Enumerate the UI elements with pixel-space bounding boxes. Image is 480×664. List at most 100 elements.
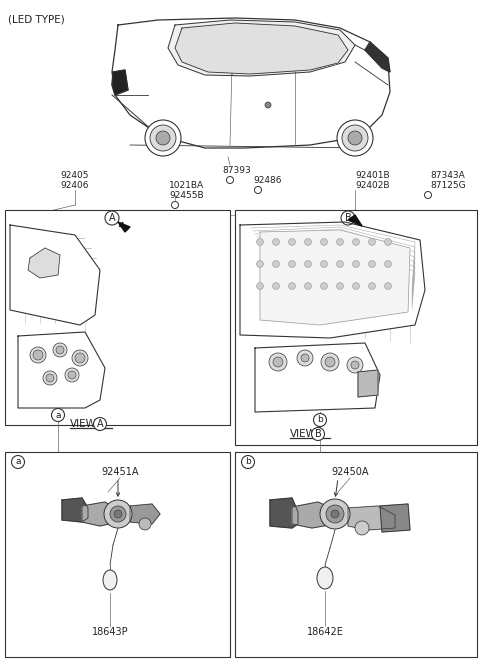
Text: 92401B: 92401B <box>355 171 390 179</box>
Circle shape <box>304 282 312 290</box>
Polygon shape <box>240 222 425 338</box>
Circle shape <box>312 428 324 440</box>
Circle shape <box>424 191 432 199</box>
Polygon shape <box>175 23 348 74</box>
Circle shape <box>241 456 254 469</box>
Circle shape <box>321 260 327 268</box>
Text: 1021BA: 1021BA <box>169 181 204 189</box>
Circle shape <box>30 347 46 363</box>
Ellipse shape <box>317 567 333 589</box>
Circle shape <box>273 260 279 268</box>
Circle shape <box>351 361 359 369</box>
Circle shape <box>342 125 368 151</box>
Circle shape <box>12 456 24 469</box>
Circle shape <box>51 408 64 422</box>
Text: 87343A: 87343A <box>430 171 465 179</box>
Circle shape <box>256 260 264 268</box>
Circle shape <box>320 499 350 529</box>
Text: 18643P: 18643P <box>92 627 128 637</box>
Text: B: B <box>345 213 351 223</box>
Circle shape <box>355 521 369 535</box>
Circle shape <box>171 201 179 208</box>
FancyBboxPatch shape <box>5 210 230 425</box>
Circle shape <box>384 282 392 290</box>
Text: 18642E: 18642E <box>307 627 343 637</box>
Circle shape <box>336 282 344 290</box>
Text: VIEW: VIEW <box>70 419 97 429</box>
Circle shape <box>321 353 339 371</box>
Text: B: B <box>314 429 322 439</box>
Text: a: a <box>15 457 21 467</box>
Circle shape <box>46 374 54 382</box>
Text: 92454: 92454 <box>66 224 94 232</box>
Circle shape <box>347 357 363 373</box>
Circle shape <box>43 371 57 385</box>
Circle shape <box>369 282 375 290</box>
Circle shape <box>341 211 355 225</box>
Text: 92402B: 92402B <box>355 181 389 189</box>
Circle shape <box>321 238 327 246</box>
Circle shape <box>301 354 309 362</box>
Text: 92451A: 92451A <box>101 467 139 477</box>
Circle shape <box>321 282 327 290</box>
Polygon shape <box>348 506 395 530</box>
Circle shape <box>326 505 344 523</box>
Circle shape <box>68 371 76 379</box>
Circle shape <box>331 510 339 518</box>
Polygon shape <box>358 370 378 397</box>
Circle shape <box>369 260 375 268</box>
Text: VIEW: VIEW <box>290 429 317 439</box>
Circle shape <box>65 368 79 382</box>
Circle shape <box>265 102 271 108</box>
FancyBboxPatch shape <box>5 452 230 657</box>
FancyBboxPatch shape <box>235 210 477 445</box>
Circle shape <box>304 238 312 246</box>
Polygon shape <box>292 502 335 528</box>
Circle shape <box>337 120 373 156</box>
Circle shape <box>352 260 360 268</box>
Circle shape <box>94 418 107 430</box>
Circle shape <box>336 238 344 246</box>
Text: b: b <box>245 457 251 467</box>
Text: 92455B: 92455B <box>170 191 204 199</box>
Polygon shape <box>82 502 118 526</box>
FancyBboxPatch shape <box>235 452 477 657</box>
Circle shape <box>56 346 64 354</box>
Circle shape <box>273 238 279 246</box>
Circle shape <box>33 350 43 360</box>
Circle shape <box>313 414 326 426</box>
Circle shape <box>256 238 264 246</box>
Text: 87125G: 87125G <box>430 181 466 189</box>
Circle shape <box>288 260 296 268</box>
Circle shape <box>227 177 233 183</box>
Circle shape <box>256 282 264 290</box>
Polygon shape <box>112 18 390 148</box>
Circle shape <box>104 500 132 528</box>
Circle shape <box>273 282 279 290</box>
Text: 92450A: 92450A <box>331 467 369 477</box>
Text: b: b <box>317 416 323 424</box>
Text: 92405: 92405 <box>61 171 89 179</box>
Ellipse shape <box>103 570 117 590</box>
Circle shape <box>369 238 375 246</box>
Text: 87393: 87393 <box>223 165 252 175</box>
Text: 92406: 92406 <box>61 181 89 189</box>
Circle shape <box>114 510 122 518</box>
Circle shape <box>110 506 126 522</box>
Circle shape <box>352 282 360 290</box>
Circle shape <box>288 238 296 246</box>
Polygon shape <box>168 20 355 76</box>
Circle shape <box>273 357 283 367</box>
Circle shape <box>288 282 296 290</box>
Circle shape <box>352 238 360 246</box>
Polygon shape <box>130 504 160 524</box>
Text: 92486: 92486 <box>254 175 282 185</box>
Polygon shape <box>348 215 362 226</box>
Text: (LED TYPE): (LED TYPE) <box>8 14 65 24</box>
Circle shape <box>254 187 262 193</box>
Circle shape <box>156 131 170 145</box>
Polygon shape <box>270 498 298 528</box>
Circle shape <box>269 353 287 371</box>
Circle shape <box>297 350 313 366</box>
Circle shape <box>53 343 67 357</box>
